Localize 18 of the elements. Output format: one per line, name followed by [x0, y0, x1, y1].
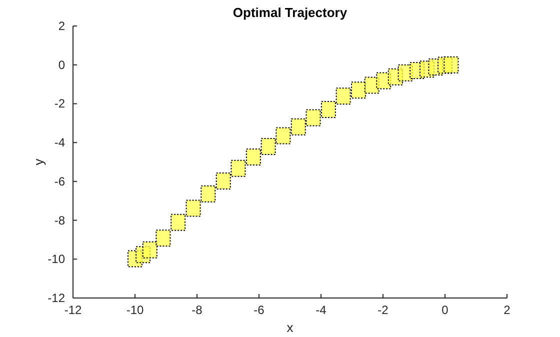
- chart-title: Optimal Trajectory: [232, 5, 348, 20]
- x-tick-label: 2: [504, 303, 511, 317]
- y-tick-label: -2: [54, 96, 66, 111]
- x-tick-label: 0: [442, 303, 449, 317]
- x-axis-title: x: [286, 320, 294, 335]
- y-tick-label: -10: [48, 252, 66, 266]
- y-tick-label: -8: [54, 213, 66, 228]
- y-tick-label: 2: [58, 19, 66, 33]
- y-tick-label: 0: [58, 58, 66, 72]
- x-tick-label: -2: [378, 303, 389, 317]
- y-axis-title: y: [31, 158, 46, 166]
- x-tick-label: -6: [254, 303, 265, 317]
- y-tick-label: -12: [48, 291, 66, 305]
- x-tick-label: -8: [192, 303, 203, 317]
- x-tick-label: -4: [316, 303, 327, 317]
- y-tick-label: -6: [54, 174, 66, 188]
- y-tick-label: -4: [54, 136, 66, 150]
- x-tick-label: -10: [126, 303, 144, 317]
